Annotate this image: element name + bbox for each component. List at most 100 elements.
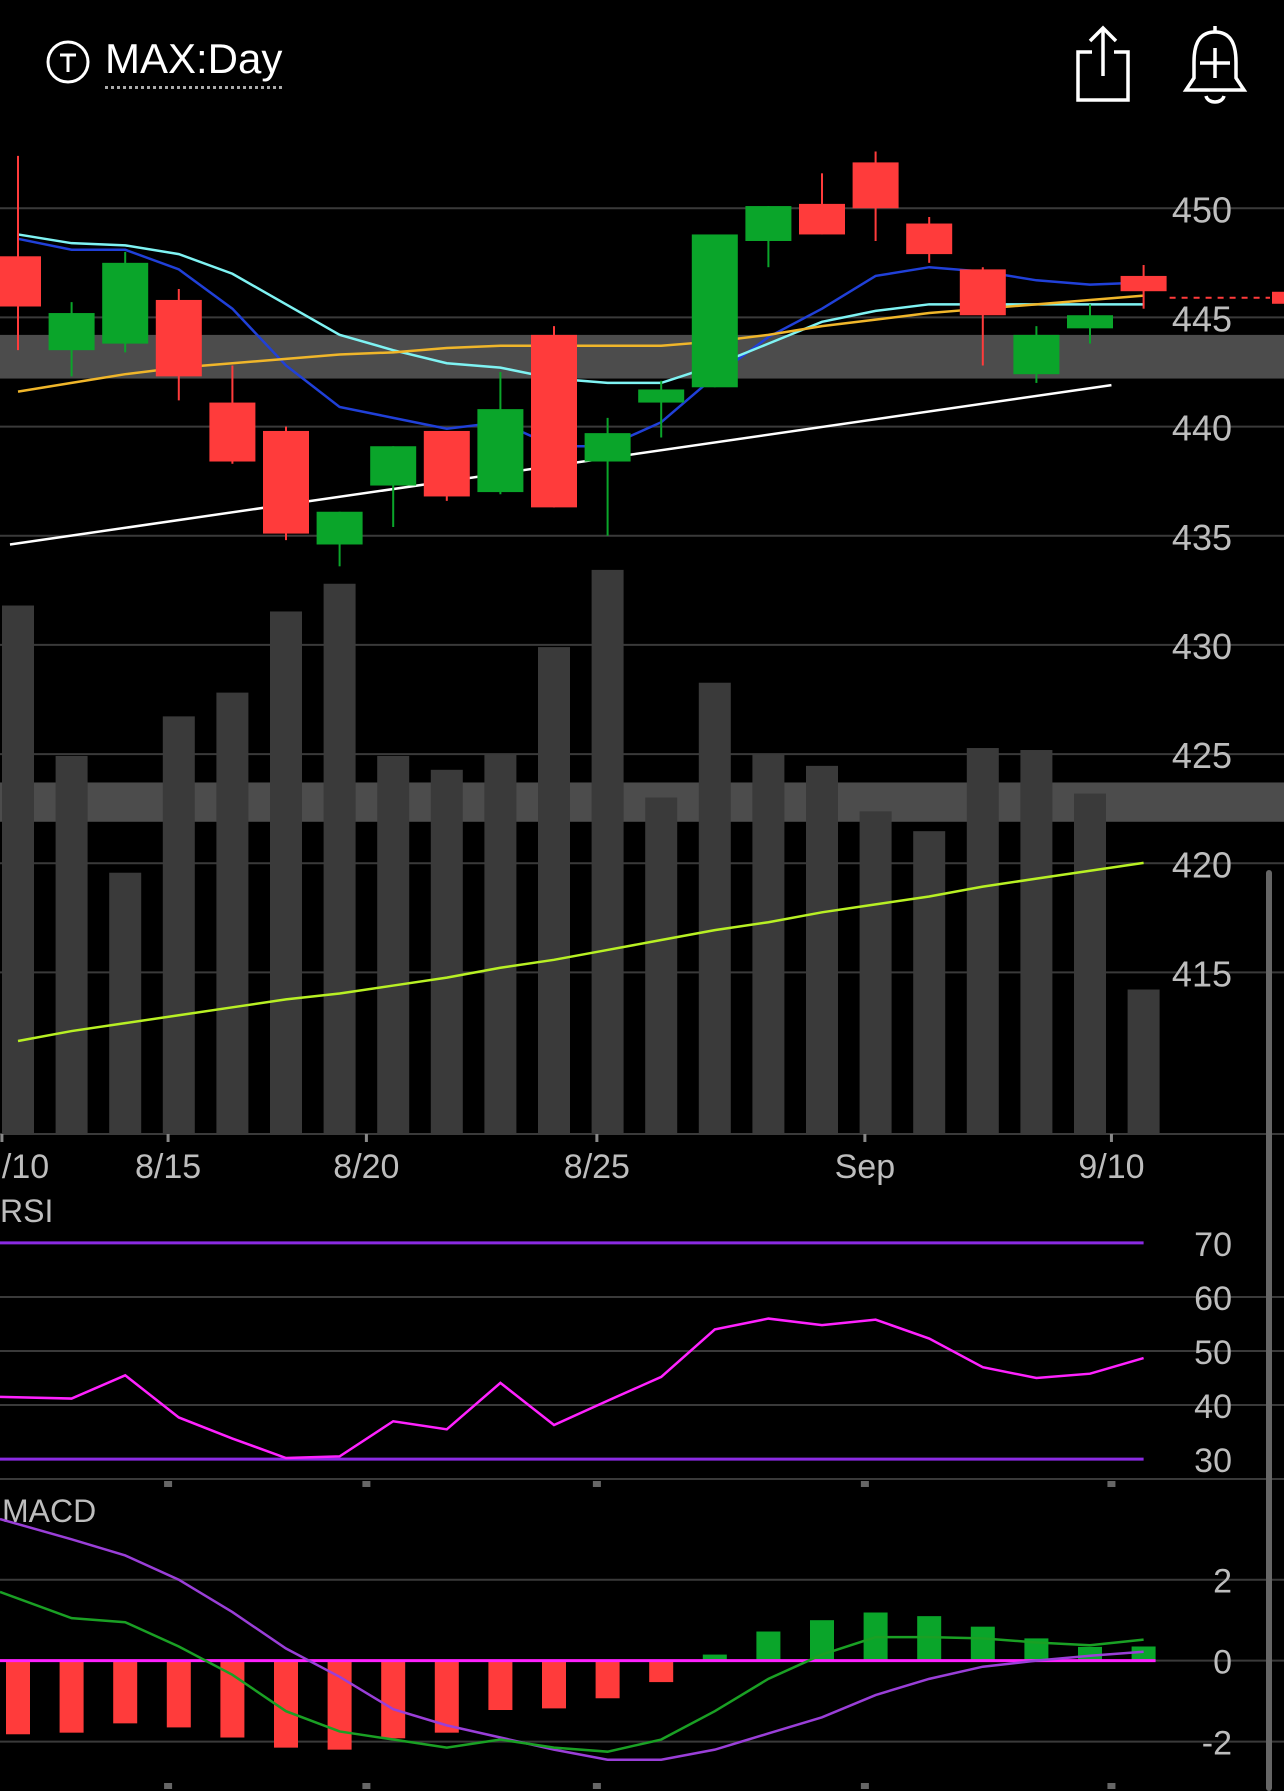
volume-bar: [806, 765, 838, 1134]
candle-body: [477, 409, 524, 493]
macd-histogram-bar: [220, 1660, 245, 1738]
macd-histogram-bar: [488, 1660, 513, 1711]
share-icon[interactable]: [1072, 22, 1134, 106]
candle: [477, 372, 524, 495]
candle-body: [102, 262, 149, 344]
resistance-band: [0, 334, 1284, 379]
volume-bar: [752, 753, 785, 1134]
candle-body: [209, 402, 256, 462]
volume-bar: [645, 797, 678, 1134]
header: MAX:Day: [0, 0, 1284, 130]
macd-x-tick: [1107, 1783, 1116, 1789]
candle: [423, 430, 470, 501]
rsi-title: RSI: [0, 1193, 53, 1229]
volume-bar: [698, 682, 731, 1134]
candle-body: [745, 206, 792, 242]
candle: [263, 426, 309, 541]
macd-tick-label: 0: [1213, 1644, 1232, 1682]
macd-x-tick: [164, 1783, 173, 1789]
moving-average-lines: [17, 233, 1144, 448]
volume-bar: [216, 692, 249, 1134]
volume-bar: [430, 769, 463, 1134]
candle-body: [155, 299, 202, 377]
rsi-tick-label: 50: [1194, 1334, 1232, 1372]
candle-body: [799, 203, 845, 235]
macd-histogram-bar: [970, 1626, 995, 1661]
candle-body: [638, 389, 685, 403]
last-price-tag: [1272, 291, 1284, 304]
volume-bar: [162, 716, 195, 1134]
rsi-x-tick: [1107, 1481, 1116, 1487]
price-tick-label: 420: [1172, 844, 1232, 885]
volume-bar: [591, 569, 624, 1134]
macd-histogram-bar: [166, 1660, 191, 1728]
candle: [1013, 326, 1060, 383]
date-tick-label: Sep: [835, 1148, 896, 1186]
highlight-bands: [0, 334, 1284, 822]
rsi-x-tick: [592, 1481, 601, 1487]
ticker-circle-icon: [46, 40, 90, 84]
macd-histogram-bar: [649, 1660, 674, 1683]
price-axis-labels: 450 445 440 435 430 425 420 415: [1172, 189, 1232, 994]
candle-body: [852, 162, 899, 209]
volume-bar: [55, 755, 88, 1134]
date-tick-label: 8/25: [564, 1148, 630, 1186]
support-band: [0, 782, 1284, 822]
rsi-x-tick: [860, 1481, 869, 1487]
candle-body: [423, 430, 470, 497]
macd-signal-line: [0, 1517, 1144, 1762]
candle: [155, 289, 202, 401]
scrollbar[interactable]: [1266, 870, 1272, 1791]
macd-histogram-bar: [1131, 1646, 1156, 1661]
axis-label-backdrop: [1190, 838, 1270, 845]
date-tick-label: 8/15: [135, 1148, 201, 1186]
candle: [906, 216, 953, 263]
volume-bar: [859, 811, 892, 1134]
candle-body: [531, 334, 577, 508]
volume-bar: [484, 753, 517, 1134]
macd-histogram-bar: [434, 1660, 459, 1733]
candle-body: [906, 223, 953, 255]
candle: [584, 417, 631, 536]
rsi-tick-label: 60: [1194, 1280, 1232, 1318]
ticker-title[interactable]: MAX:Day: [105, 34, 283, 89]
candle-body: [263, 430, 309, 534]
moving-average-slow: [17, 294, 1144, 393]
volume-bar: [109, 872, 142, 1134]
candle: [316, 511, 363, 567]
price-tick-label: 430: [1172, 626, 1232, 667]
candlesticks: [0, 151, 1167, 567]
price-gridlines: [0, 207, 1284, 1135]
last-price-marker: [1169, 291, 1284, 845]
bell-plus-icon[interactable]: [1180, 22, 1250, 106]
candle: [745, 206, 792, 268]
candle: [209, 365, 256, 464]
macd-histogram-bar: [59, 1660, 84, 1733]
macd-x-tick: [592, 1783, 601, 1789]
candle: [959, 267, 1006, 366]
rsi-tick-label: 40: [1194, 1388, 1232, 1426]
candle: [0, 155, 41, 351]
volume-average-line: [17, 861, 1144, 1043]
candle-body: [584, 433, 631, 462]
rsi-x-tick: [164, 1481, 173, 1487]
candle: [531, 326, 577, 508]
macd-line: [0, 1590, 1144, 1753]
macd-histogram-bar: [595, 1660, 620, 1699]
date-axis-labels: /10 8/15 8/20 8/25 Sep 9/10: [0, 1134, 1145, 1186]
date-tick-label: /10: [2, 1148, 49, 1186]
candle-body: [1013, 334, 1060, 375]
macd-histogram-bar: [381, 1660, 406, 1739]
volume-bar: [538, 647, 570, 1134]
candle: [1067, 304, 1113, 344]
macd-histogram-bar: [6, 1660, 30, 1735]
candle: [691, 234, 738, 388]
candle: [799, 173, 845, 235]
price-tick-label: 425: [1172, 735, 1232, 776]
candle-body: [1067, 315, 1113, 329]
candle-body: [0, 256, 41, 307]
macd-histogram-bar: [542, 1660, 566, 1709]
price-tick-label: 445: [1172, 298, 1232, 339]
